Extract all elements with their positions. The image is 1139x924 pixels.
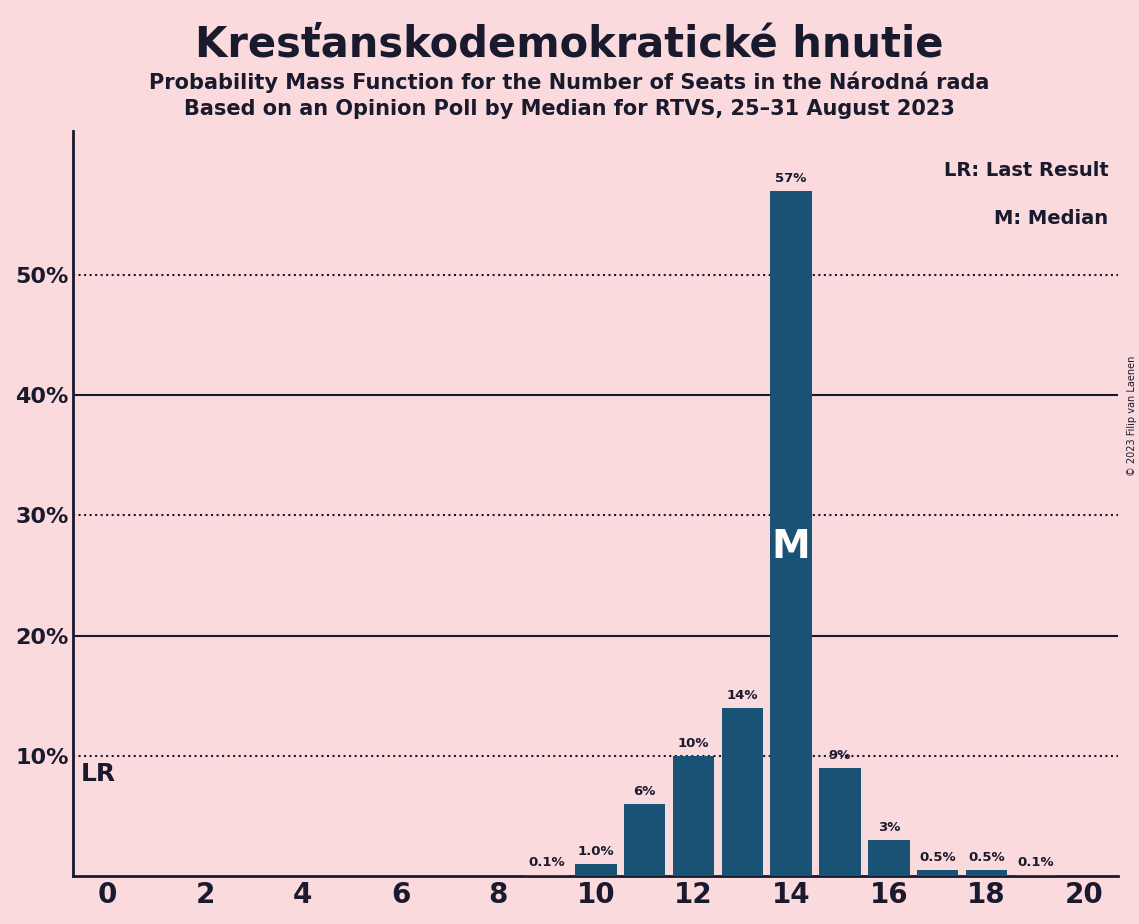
Bar	[917, 870, 958, 876]
Text: © 2023 Filip van Laenen: © 2023 Filip van Laenen	[1126, 356, 1137, 476]
Text: 6%: 6%	[633, 785, 656, 798]
Text: 3%: 3%	[878, 821, 900, 834]
Text: 14%: 14%	[727, 688, 759, 701]
Text: LR: LR	[81, 762, 116, 786]
Text: 10%: 10%	[678, 736, 710, 750]
Bar	[819, 768, 861, 876]
Text: 9%: 9%	[829, 748, 851, 762]
Text: Based on an Opinion Poll by Median for RTVS, 25–31 August 2023: Based on an Opinion Poll by Median for R…	[185, 99, 954, 119]
Text: 0.5%: 0.5%	[919, 851, 956, 864]
Bar	[966, 870, 1007, 876]
Bar	[1015, 875, 1056, 876]
Bar	[526, 875, 567, 876]
Text: 57%: 57%	[776, 172, 806, 185]
Bar	[770, 190, 812, 876]
Bar	[673, 756, 714, 876]
Text: Kresťanskodemokratické hnutie: Kresťanskodemokratické hnutie	[195, 23, 944, 65]
Text: Probability Mass Function for the Number of Seats in the Národná rada: Probability Mass Function for the Number…	[149, 71, 990, 92]
Text: LR: Last Result: LR: Last Result	[944, 161, 1108, 179]
Text: 1.0%: 1.0%	[577, 845, 614, 858]
Bar	[722, 708, 763, 876]
Text: 0.1%: 0.1%	[1017, 856, 1054, 869]
Bar	[624, 804, 665, 876]
Text: M: Median: M: Median	[994, 209, 1108, 227]
Text: 0.5%: 0.5%	[968, 851, 1005, 864]
Bar	[575, 864, 616, 876]
Text: 0.1%: 0.1%	[528, 856, 565, 869]
Bar	[868, 840, 910, 876]
Text: M: M	[772, 529, 811, 566]
